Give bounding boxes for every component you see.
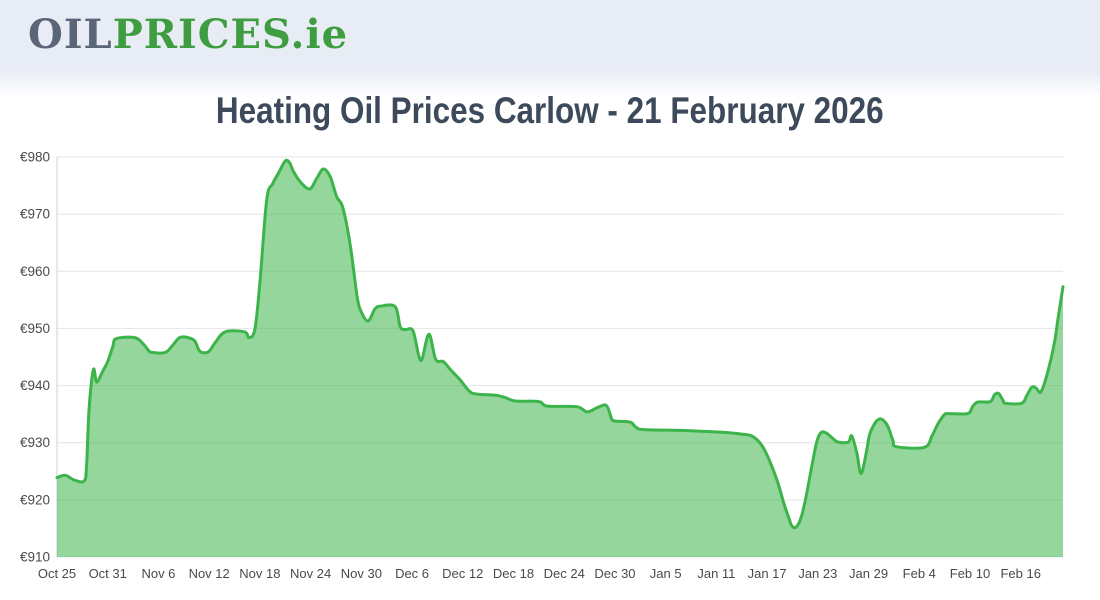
x-tick-label: Dec 24 xyxy=(544,566,585,581)
x-tick-label: Nov 12 xyxy=(189,566,230,581)
x-tick-label: Nov 18 xyxy=(239,566,280,581)
x-tick-label: Jan 17 xyxy=(748,566,787,581)
logo-text-prices: PRICES xyxy=(112,11,291,58)
x-tick-label: Oct 25 xyxy=(38,566,76,581)
price-area[interactable] xyxy=(57,160,1063,558)
price-line[interactable] xyxy=(55,158,1065,530)
y-axis-labels: €910 €920 €930 €940 €950 €960 €970 €980 xyxy=(20,150,50,565)
page-title-wrap: Heating Oil Prices Carlow - 21 February … xyxy=(0,90,1100,132)
logo-text-ie: .ie xyxy=(290,11,349,58)
site-logo[interactable]: OILPRICES.ie xyxy=(28,8,348,62)
y-tick-label: €910 xyxy=(20,550,50,565)
y-tick-label: €960 xyxy=(20,264,50,279)
header-fade xyxy=(0,70,1100,98)
x-tick-label: Nov 30 xyxy=(341,566,382,581)
x-tick-label: Dec 18 xyxy=(493,566,534,581)
x-axis-labels: Oct 25 Oct 31 Nov 6 Nov 12 Nov 18 Nov 24 Nov 3… xyxy=(38,566,1041,581)
x-tick-label: Jan 5 xyxy=(650,566,682,581)
x-tick-label: Nov 24 xyxy=(290,566,331,581)
x-tick-label: Feb 16 xyxy=(1000,566,1040,581)
site-header: OILPRICES.ie xyxy=(0,0,1100,70)
x-tick-label: Dec 12 xyxy=(442,566,483,581)
x-tick-label: Feb 4 xyxy=(903,566,936,581)
page-title: Heating Oil Prices Carlow - 21 February … xyxy=(216,90,884,131)
x-tick-label: Dec 6 xyxy=(395,566,429,581)
x-tick-label: Feb 10 xyxy=(950,566,990,581)
y-tick-label: €920 xyxy=(20,492,50,507)
y-tick-label: €950 xyxy=(20,321,50,336)
x-tick-label: Dec 30 xyxy=(594,566,635,581)
y-tick-label: €930 xyxy=(20,435,50,450)
x-tick-label: Jan 29 xyxy=(849,566,888,581)
price-chart[interactable]: €910 €920 €930 €940 €950 €960 €970 €980 Oct 25 Oc… xyxy=(0,140,1100,600)
x-tick-label: Jan 23 xyxy=(798,566,837,581)
x-tick-label: Oct 31 xyxy=(89,566,127,581)
y-tick-label: €980 xyxy=(20,150,50,165)
y-tick-label: €970 xyxy=(20,207,50,222)
y-tick-label: €940 xyxy=(20,378,50,393)
x-tick-label: Nov 6 xyxy=(141,566,175,581)
logo-text-oil: OIL xyxy=(28,11,113,58)
x-tick-label: Jan 11 xyxy=(697,566,735,581)
